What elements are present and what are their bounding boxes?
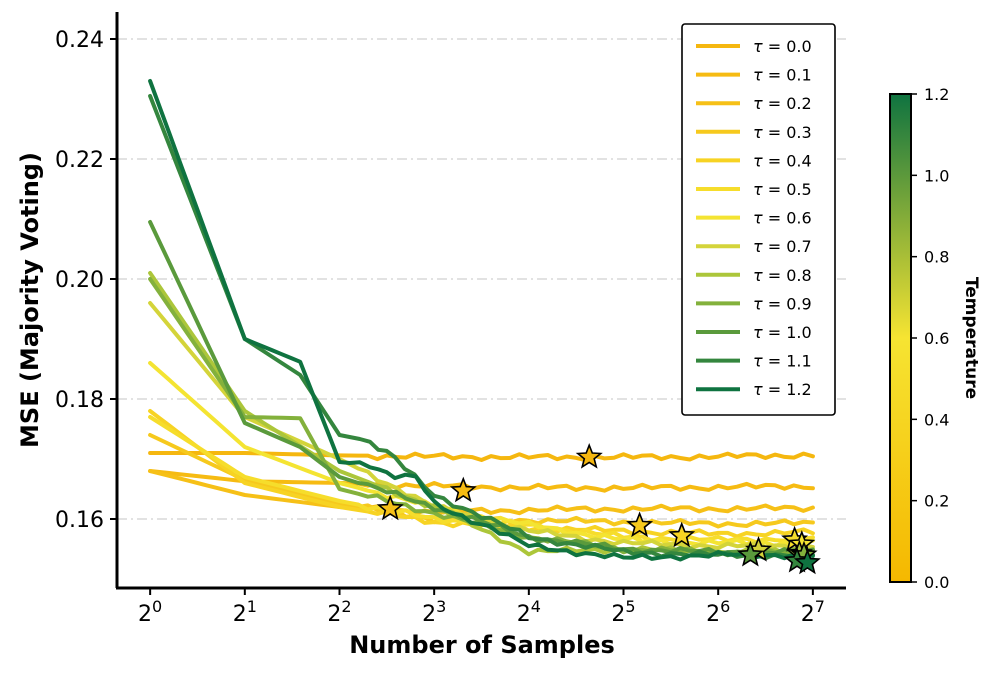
best-point-star [376, 494, 404, 521]
legend-label: τ = 0.4 [753, 151, 812, 170]
y-axis-title: MSE (Majority Voting) [16, 152, 44, 448]
x-tick-label: 21 [233, 597, 257, 627]
x-tick-label: 22 [327, 597, 351, 627]
series-line [148, 94, 815, 561]
colorbar-gradient [889, 93, 912, 583]
x-tick-label: 26 [706, 597, 730, 627]
series-line [148, 451, 815, 463]
legend-label: τ = 0.9 [753, 294, 812, 313]
legend-item: τ = 1.0 [696, 323, 812, 342]
legend-item: τ = 0.5 [696, 180, 812, 199]
legend: τ = 0.0 τ = 0.1 τ = 0.2 τ = 0.3 τ = 0.4 τ = 0… [681, 23, 836, 416]
colorbar-title: Temperature [961, 277, 981, 399]
legend-item: τ = 0.6 [696, 209, 812, 228]
x-tick-label: 24 [517, 597, 541, 627]
legend-label: τ = 0.6 [753, 209, 812, 228]
legend-item: τ = 0.9 [696, 294, 812, 313]
best-point-star [668, 521, 696, 548]
best-point-markers [376, 443, 821, 575]
legend-label: τ = 0.8 [753, 266, 812, 285]
x-tick-label: 25 [611, 597, 635, 627]
legend-item: τ = 0.1 [696, 66, 812, 85]
legend-label: τ = 0.1 [753, 66, 812, 85]
axes [115, 12, 846, 590]
legend-label: τ = 1.0 [753, 323, 812, 342]
legend-item: τ = 0.2 [696, 94, 812, 113]
legend-item: τ = 0.7 [696, 237, 812, 256]
legend-frame [681, 23, 836, 416]
best-point-star [449, 476, 477, 503]
colorbar-tick-label: 0.4 [924, 410, 949, 429]
x-tick-label: 23 [422, 597, 446, 627]
x-ticks: 20 21 22 23 24 25 26 27 [138, 588, 825, 627]
legend-label: τ = 0.0 [753, 37, 812, 56]
best-point-star [793, 548, 821, 575]
colorbar-tick-label: 0.2 [924, 492, 949, 511]
colorbar-tick-label: 0.8 [924, 248, 949, 267]
legend-label: τ = 1.2 [753, 380, 812, 399]
best-point-star [575, 443, 603, 469]
y-tick-label: 0.22 [55, 148, 104, 173]
legend-label: τ = 0.3 [753, 123, 812, 142]
legend-item: τ = 1.1 [696, 352, 812, 371]
legend-item: τ = 0.8 [696, 266, 812, 285]
best-point-star [736, 540, 764, 567]
series-line [148, 469, 815, 516]
legend-item: τ = 0.4 [696, 151, 812, 170]
legend-label: τ = 0.2 [753, 94, 812, 113]
x-tick-label: 27 [801, 597, 825, 627]
y-tick-label: 0.16 [55, 508, 104, 533]
best-point-star [626, 511, 654, 538]
colorbar-tick-label: 1.0 [924, 166, 949, 185]
x-tick-label: 20 [138, 597, 162, 627]
legend-item: τ = 0.0 [696, 37, 812, 56]
y-tick-label: 0.20 [55, 268, 104, 293]
colorbar-tick-label: 0.0 [924, 573, 949, 592]
legend-item: τ = 1.2 [696, 380, 812, 399]
series-layer [148, 79, 815, 562]
legend-label: τ = 0.5 [753, 180, 812, 199]
y-tick-label: 0.24 [55, 28, 104, 53]
series-line [148, 79, 815, 562]
y-tick-label: 0.18 [55, 388, 104, 413]
colorbar-tick-label: 1.2 [924, 85, 949, 104]
colorbar: Temperature 0.0 0.2 0.4 0.6 0.8 1.0 1.2 [889, 85, 981, 592]
x-axis-title: Number of Samples [349, 631, 615, 659]
legend-label: τ = 1.1 [753, 352, 812, 371]
series-line [148, 220, 815, 558]
colorbar-tick-label: 0.6 [924, 329, 949, 348]
legend-item: τ = 0.3 [696, 123, 812, 142]
y-ticks: 0.16 0.18 0.20 0.22 0.24 [55, 28, 117, 533]
legend-label: τ = 0.7 [753, 237, 812, 256]
